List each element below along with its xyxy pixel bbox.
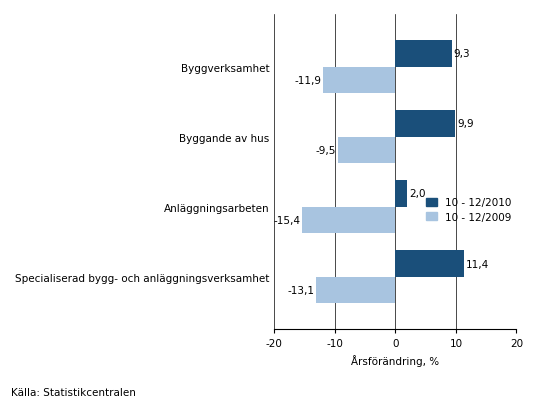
- Text: 11,4: 11,4: [466, 259, 490, 269]
- Bar: [302, 207, 395, 234]
- Text: -11,9: -11,9: [294, 76, 322, 86]
- Bar: [395, 111, 455, 137]
- Text: -15,4: -15,4: [273, 215, 300, 225]
- Bar: [316, 277, 395, 304]
- Text: 9,9: 9,9: [457, 119, 474, 129]
- Bar: [395, 41, 451, 67]
- Text: 2,0: 2,0: [409, 189, 426, 199]
- Text: Källa: Statistikcentralen: Källa: Statistikcentralen: [11, 387, 136, 397]
- Bar: [338, 137, 395, 164]
- Text: -9,5: -9,5: [316, 146, 336, 156]
- Text: -13,1: -13,1: [287, 286, 314, 296]
- Text: 9,3: 9,3: [454, 49, 470, 59]
- Bar: [395, 181, 407, 207]
- Bar: [395, 251, 464, 277]
- Bar: [323, 67, 395, 94]
- X-axis label: Årsförändring, %: Årsförändring, %: [351, 354, 440, 366]
- Legend: 10 - 12/2010, 10 - 12/2009: 10 - 12/2010, 10 - 12/2009: [426, 198, 511, 222]
